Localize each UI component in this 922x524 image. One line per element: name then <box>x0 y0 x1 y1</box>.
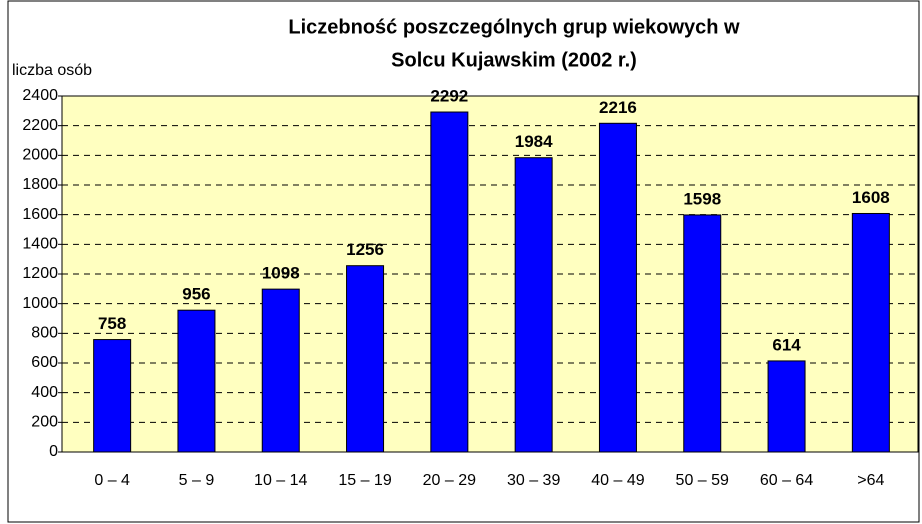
value-label: 758 <box>98 314 126 333</box>
bar <box>430 111 469 453</box>
y-tick-label: 2400 <box>22 87 58 104</box>
x-tick-label: 40 – 49 <box>591 472 644 489</box>
value-label: 614 <box>772 335 801 354</box>
bar <box>346 265 385 453</box>
y-tick-label: 1400 <box>22 236 58 253</box>
y-tick-label: 1000 <box>22 295 58 312</box>
bar <box>683 214 722 453</box>
x-tick-label: 20 – 29 <box>423 472 476 489</box>
value-label: 2216 <box>599 98 637 117</box>
value-label: 1608 <box>852 188 890 207</box>
value-label: 2292 <box>430 87 468 106</box>
y-tick-label: 600 <box>31 354 58 371</box>
x-tick-label: 50 – 59 <box>676 472 729 489</box>
y-tick-label: 1800 <box>22 176 58 193</box>
bar <box>93 339 132 453</box>
value-label: 1098 <box>262 264 300 283</box>
y-axis-label: liczba osób <box>12 62 92 79</box>
bar <box>598 122 637 453</box>
bar <box>514 157 553 453</box>
bar <box>767 360 806 453</box>
x-tick-label: >64 <box>857 472 884 489</box>
bar <box>177 309 216 453</box>
y-tick-label: 1200 <box>22 265 58 282</box>
y-tick-label: 400 <box>31 384 58 401</box>
value-label: 1984 <box>515 132 553 151</box>
y-tick-label: 800 <box>31 325 58 342</box>
x-tick-label: 5 – 9 <box>179 472 215 489</box>
x-tick-label: 10 – 14 <box>254 472 307 489</box>
x-tick-label: 15 – 19 <box>338 472 391 489</box>
y-tick-label: 200 <box>31 414 58 431</box>
x-tick-label: 30 – 39 <box>507 472 560 489</box>
bar <box>261 288 300 453</box>
y-tick-label: 1600 <box>22 206 58 223</box>
y-tick-label: 2000 <box>22 147 58 164</box>
y-tick-label: 2200 <box>22 117 58 134</box>
value-label: 1256 <box>346 240 384 259</box>
x-tick-label: 0 – 4 <box>94 472 130 489</box>
chart-title: Liczebność poszczególnych grup wiekowych… <box>288 16 740 38</box>
value-label: 956 <box>182 285 210 304</box>
x-tick-label: 60 – 64 <box>760 472 813 489</box>
value-label: 1598 <box>683 189 721 208</box>
bar <box>851 212 890 453</box>
y-tick-label: 0 <box>49 443 58 460</box>
chart-title: Solcu Kujawskim (2002 r.) <box>391 49 637 71</box>
